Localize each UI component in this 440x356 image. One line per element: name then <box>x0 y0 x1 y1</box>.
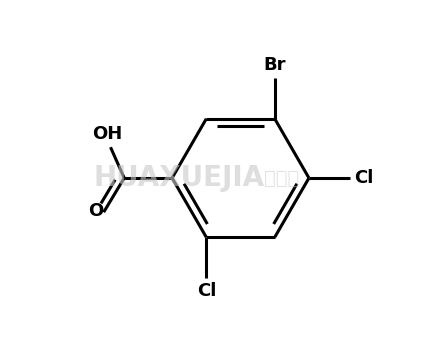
Text: Br: Br <box>264 56 286 74</box>
Text: Cl: Cl <box>197 282 216 300</box>
Text: Cl: Cl <box>354 169 374 187</box>
Text: O: O <box>88 201 104 220</box>
Text: OH: OH <box>92 125 122 143</box>
Text: HUAXUEJIA: HUAXUEJIA <box>93 164 264 192</box>
Text: 化学加: 化学加 <box>264 168 299 188</box>
